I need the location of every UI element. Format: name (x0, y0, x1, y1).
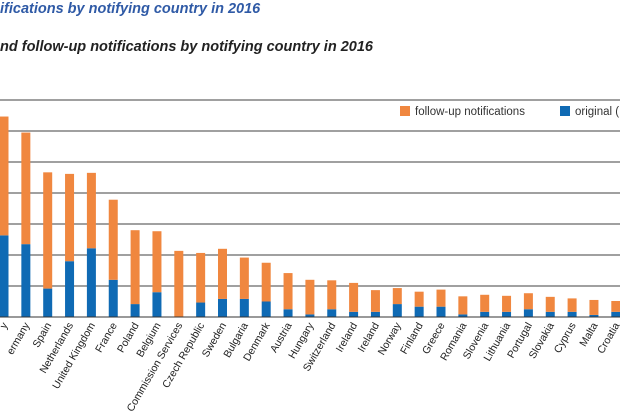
bar-original (0, 235, 9, 317)
bar-original (43, 288, 53, 317)
bar-follow-up (349, 282, 359, 312)
bar-original (108, 279, 118, 317)
bar-follow-up (43, 172, 53, 289)
bar-follow-up (523, 293, 533, 310)
bar-original (21, 244, 31, 317)
bar-original (436, 306, 446, 317)
legend-swatch-original (560, 106, 570, 116)
bar-follow-up (108, 199, 118, 280)
bar-follow-up (86, 172, 96, 249)
legend-swatch-follow-up (400, 106, 410, 116)
legend-label-follow-up: follow-up notifications (415, 106, 525, 118)
bar-original (130, 304, 140, 317)
bar-follow-up (611, 300, 620, 312)
bar-original (196, 302, 206, 317)
bar-original (567, 311, 577, 317)
bar-follow-up (370, 290, 380, 312)
bar-follow-up (589, 299, 599, 315)
bar-follow-up (239, 257, 249, 299)
bar-follow-up (392, 288, 402, 305)
bar-follow-up (0, 116, 9, 236)
bar-original (349, 311, 359, 317)
bar-original (327, 309, 337, 317)
x-tick-label: ermany (5, 320, 33, 357)
bar-original (545, 311, 555, 317)
bar-follow-up (436, 289, 446, 307)
bar-follow-up (130, 230, 140, 305)
x-tick-label: Cyprus (552, 321, 579, 356)
bar-original (86, 248, 96, 317)
bar-follow-up (327, 280, 337, 310)
bar-original (152, 292, 162, 317)
bar-follow-up (414, 291, 424, 307)
bar-follow-up (261, 262, 271, 302)
bar-original (480, 311, 490, 317)
bar-follow-up (480, 294, 490, 312)
bar-follow-up (458, 296, 468, 315)
bar-original (502, 311, 512, 317)
bar-original (283, 309, 293, 317)
bar-follow-up (174, 250, 184, 317)
bar-original (239, 298, 249, 317)
bar-original (458, 314, 468, 317)
bar-original (611, 311, 620, 317)
bar-follow-up (305, 279, 315, 315)
bar-follow-up (502, 295, 512, 312)
bar-original (370, 311, 380, 317)
bar-original (392, 304, 402, 317)
bar-follow-up (218, 248, 227, 299)
chart-title: nd follow-up notifications by notifying … (0, 39, 373, 55)
bar-follow-up (545, 296, 555, 312)
bar-original (414, 306, 424, 317)
legend-label-original: original ( (575, 106, 619, 118)
bar-follow-up (196, 252, 206, 303)
bar-follow-up (567, 298, 577, 312)
bar-original (65, 261, 75, 317)
bar-follow-up (65, 173, 75, 262)
figure-caption: ifications by notifying country in 2016 (0, 1, 261, 17)
bar-original (589, 314, 599, 317)
bar-follow-up (283, 273, 293, 310)
bar-original (305, 314, 315, 317)
bar-follow-up (21, 132, 31, 245)
bar-follow-up (152, 231, 162, 293)
bar-original (523, 309, 533, 317)
bar-original (261, 301, 271, 317)
x-tick-label: y (0, 320, 11, 331)
bar-original (218, 298, 227, 317)
